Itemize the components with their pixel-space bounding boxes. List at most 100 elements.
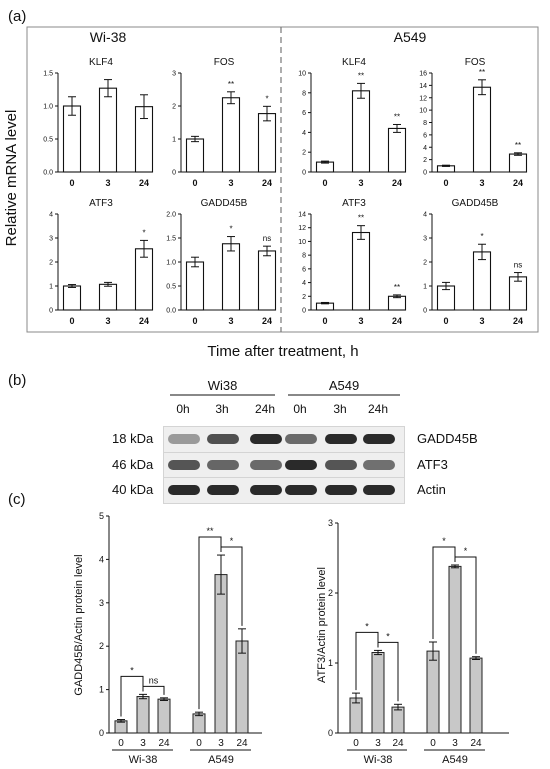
blot-mw-label: 40 kDa [112,482,154,497]
y-tick-label: 4 [423,212,427,219]
significance-label: ** [515,141,521,150]
y-tick-label: 0.0 [166,308,176,315]
y-tick-label: 2.0 [166,212,176,219]
comparison-label: * [464,546,468,556]
x-tick-label: 0 [322,178,327,188]
blot-band [325,485,357,495]
blot-band [250,485,282,495]
y-tick-label: 3 [49,236,53,243]
mrna-chart-4: 0.0 0.5 1.0 1.5 2.0 GADD45B 0 3 * 24 ns [166,198,277,326]
significance-label: ** [358,71,364,80]
chart-title: ATF3 [89,198,113,209]
significance-label: * [142,228,145,237]
blot-band [325,460,357,470]
y-tick-label: 0 [172,170,176,177]
x-tick-label: 24 [262,316,272,326]
panel-a-ylabel: Relative mRNA level [3,110,20,247]
x-tick-label: 0 [192,178,197,188]
y-tick-label: 1.5 [166,236,176,243]
blot-lane-label: 24h [368,402,388,416]
x-tick-label: 24 [392,178,402,188]
protein-chart-1: 0 1 2 3 4 5 GADD45B/Actin protein level 0 3 24 0 3 2… [73,511,262,766]
comparison-bracket [220,546,243,626]
blot-band [207,460,239,470]
y-tick-label: 4 [302,130,306,137]
chart-title: KLF4 [89,57,113,68]
y-tick-label: 2 [423,157,427,164]
y-tick-label: 3 [328,518,333,528]
x-tick-label: 0 [192,316,197,326]
x-tick-label: 3 [140,738,146,749]
blot-band [285,434,317,444]
y-tick-label: 0 [302,170,306,177]
significance-label: ** [228,80,234,89]
significance-label: ns [514,261,522,270]
blot-band [363,485,395,495]
blot-group-label: Wi38 [208,378,238,393]
y-tick-label: 0 [99,728,104,738]
mrna-chart-8: 0 1 2 3 4 GADD45B 0 3 * 24 ns [423,198,528,326]
y-tick-label: 1 [49,284,53,291]
x-tick-label: 3 [479,316,484,326]
y-tick-label: 4 [423,145,427,152]
blot-band [363,434,395,444]
x-tick-label: 24 [262,178,272,188]
y-tick-label: 6 [302,110,306,117]
comparison-label: ns [149,675,159,685]
y-tick-label: 6 [302,266,306,273]
x-tick-label: 3 [375,738,381,749]
blot-strip [163,452,405,479]
y-tick-label: 2 [423,260,427,267]
panel-b-label: (b) [8,372,26,389]
blot-mw-label: 46 kDa [112,457,154,472]
group-title-a549: A549 [394,29,427,45]
panel-a-frame [26,26,539,333]
y-tick-label: 12 [419,95,427,102]
mrna-chart-3: 0 1 2 3 4 ATF3 0 3 24 * [49,198,154,326]
blot-band [325,434,357,444]
x-tick-label: 24 [513,316,523,326]
x-tick-label: 24 [158,738,170,749]
group-title-wi38: Wi-38 [90,29,127,45]
comparison-label: * [442,536,446,546]
y-tick-label: 2 [302,150,306,157]
y-tick-label: 4 [302,280,306,287]
y-tick-label: 0 [423,170,427,177]
y-tick-label: 0.0 [43,170,53,177]
y-tick-label: 10 [419,108,427,115]
significance-label: ns [263,234,271,243]
y-tick-label: 5 [99,511,104,521]
y-tick-label: 10 [298,71,306,78]
y-tick-label: 1 [99,685,104,695]
x-tick-label: 0 [443,178,448,188]
y-tick-label: 2 [49,260,53,267]
y-tick-label: 8 [423,120,427,127]
group-label: A549 [208,754,234,766]
y-tick-label: 12 [298,225,306,232]
blot-lane-label: 3h [333,402,346,416]
chart-title: GADD45B [201,198,248,209]
comparison-bracket [432,546,456,639]
y-tick-label: 0 [328,728,333,738]
y-tick-label: 10 [298,239,306,246]
blot-strip [163,477,405,504]
chart-title: FOS [214,57,235,68]
x-tick-label: 0 [322,316,327,326]
chart-title: KLF4 [342,57,366,68]
blot-band [285,485,317,495]
y-tick-label: 2 [302,294,306,301]
x-tick-label: 3 [228,178,233,188]
y-tick-label: 1 [172,137,176,144]
x-tick-label: 0 [353,738,359,749]
significance-label: ** [479,68,485,77]
y-tick-label: 4 [49,212,53,219]
significance-label: * [480,232,483,241]
group-label: A549 [442,754,468,766]
y-tick-label: 0 [423,308,427,315]
x-tick-label: 0 [443,316,448,326]
blot-protein-label: GADD45B [417,431,478,446]
significance-label: * [229,225,232,234]
x-tick-label: 3 [358,178,363,188]
